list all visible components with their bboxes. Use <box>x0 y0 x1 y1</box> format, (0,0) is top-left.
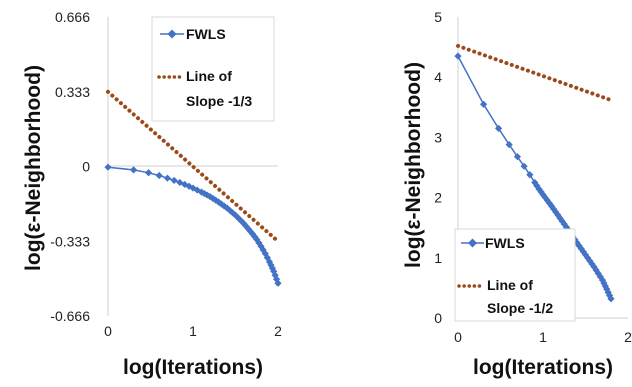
left-fwls-point <box>274 279 282 287</box>
right-x-axis-label: log(Iterations) <box>473 356 613 379</box>
left-series-slope-line <box>106 89 280 244</box>
right-fwls-point <box>590 263 598 271</box>
right-legend-marker-fwls <box>468 238 477 248</box>
right-fwls-point <box>601 282 609 290</box>
right-y-tick-label: 2 <box>434 190 442 206</box>
right-fwls-point <box>479 100 488 108</box>
chart-right: 5 4 3 2 1 0 0 1 2 log(ε-Neighborhood) log(Itera… <box>402 9 632 379</box>
left-legend-label-fwls: FWLS <box>186 26 226 42</box>
left-fwls-point <box>267 261 275 269</box>
right-x-tick-label: 2 <box>624 329 632 345</box>
right-legend-label-slope-2: Slope -1/2 <box>487 300 553 316</box>
right-y-tick-label: 3 <box>434 129 442 145</box>
right-y-tick-label: 5 <box>434 9 442 25</box>
right-fwls-point <box>454 52 462 60</box>
left-fwls-point <box>170 176 178 185</box>
left-legend-label-slope-2: Slope -1/3 <box>186 93 252 109</box>
left-x-axis-label: log(Iterations) <box>123 356 263 379</box>
left-x-tick-label: 2 <box>274 323 282 339</box>
right-legend-label-slope-1: Line of <box>487 277 533 293</box>
right-fwls-point <box>604 288 612 296</box>
right-fwls-point <box>533 182 541 190</box>
right-fwls-point <box>526 171 534 179</box>
right-fwls-point <box>594 269 602 278</box>
left-legend-label-slope-1: Line of <box>186 68 232 84</box>
right-y-axis-label: log(ε-Neighborhood) <box>402 62 425 268</box>
left-y-tick-label: 0.333 <box>55 84 90 100</box>
right-legend: FWLS Line of Slope -1/2 <box>454 228 576 322</box>
right-x-tick-label: 1 <box>539 329 547 345</box>
right-fwls-point <box>494 124 503 132</box>
left-x-tick-label: 1 <box>189 323 197 339</box>
right-fwls-point <box>581 251 590 259</box>
left-legend-marker-fwls <box>167 29 177 39</box>
left-y-tick-label: 0 <box>82 159 90 175</box>
left-x-tick-label: 0 <box>104 323 112 339</box>
right-fwls-point <box>513 153 522 161</box>
right-fwls-point <box>607 295 615 303</box>
left-fwls-point <box>272 275 281 283</box>
left-y-tick-label: -0.333 <box>50 233 90 249</box>
left-fwls-point <box>104 163 112 171</box>
right-x-tick-label: 0 <box>454 329 462 345</box>
right-y-tick-label: 1 <box>434 250 442 266</box>
left-fwls-point <box>144 169 153 177</box>
left-y-axis-label: log(ε-Neighborhood) <box>22 65 45 271</box>
right-fwls-point <box>598 276 607 284</box>
left-y-tick-label: -0.666 <box>50 308 90 324</box>
left-y-tick-label: 0.666 <box>55 9 90 25</box>
left-fwls-point <box>129 166 138 174</box>
left-legend: FWLS Line of Slope -1/3 <box>151 16 275 122</box>
right-series-slope-line <box>456 43 613 103</box>
chart-left: 0.666 0.333 0 -0.333 -0.666 0 1 2 log(ε-Neighb… <box>22 9 282 379</box>
right-fwls-point <box>537 188 545 196</box>
right-fwls-point <box>520 162 528 170</box>
right-legend-label-fwls: FWLS <box>485 235 525 251</box>
right-fwls-point <box>505 141 513 149</box>
right-fwls-point <box>584 254 592 262</box>
right-fwls-point <box>605 291 614 300</box>
right-y-tick-label: 0 <box>434 310 442 326</box>
left-fwls-point <box>155 171 163 180</box>
left-fwls-point <box>163 174 172 182</box>
right-y-tick-label: 4 <box>434 69 442 85</box>
